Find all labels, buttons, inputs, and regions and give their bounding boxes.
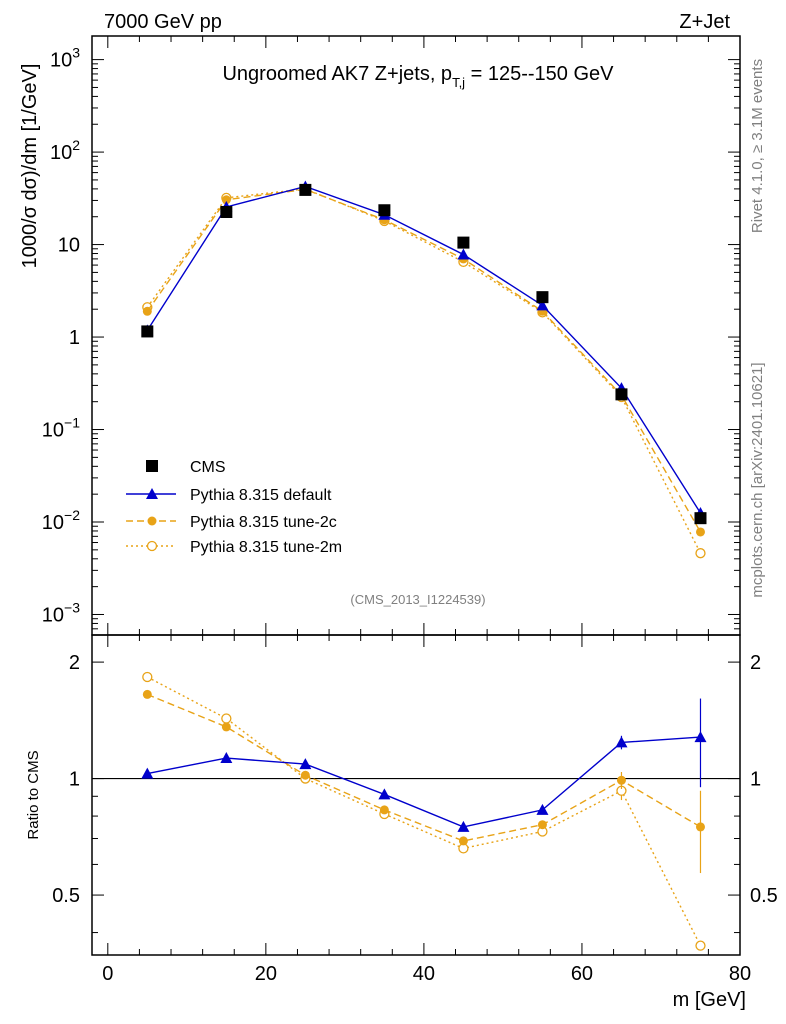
data-point xyxy=(536,291,549,304)
legend-marker xyxy=(146,540,158,552)
legend-marker xyxy=(146,488,158,499)
data-point xyxy=(615,388,628,401)
legend-marker xyxy=(147,516,157,526)
ratio-point xyxy=(142,689,152,699)
y-tick-label: 10−3 xyxy=(42,599,80,626)
ratio-line xyxy=(146,676,702,946)
ratio-point xyxy=(458,836,468,846)
data-point xyxy=(457,236,470,249)
data-point xyxy=(299,183,312,196)
ratio-tick-label: 1 xyxy=(69,769,80,791)
header-left-label: 7000 GeV pp xyxy=(104,11,222,33)
y-tick-label: 10−2 xyxy=(42,507,80,534)
ratio-point xyxy=(221,713,232,724)
ratio-point xyxy=(694,731,707,743)
ratio-tick-label: 2 xyxy=(69,652,80,674)
bottom-panel-frame xyxy=(91,634,741,956)
ratio-line xyxy=(147,693,701,842)
ratio-point xyxy=(221,722,231,732)
ratio-point xyxy=(300,770,310,780)
x-tick-label: 20 xyxy=(255,963,277,985)
legend-entry: CMS xyxy=(146,459,226,476)
legend-entry: Pythia 8.315 tune-2m xyxy=(126,539,342,556)
rivet-version-label: Rivet 4.1.0, ≥ 3.1M events xyxy=(749,59,766,233)
data-point xyxy=(457,248,470,260)
legend-label: Pythia 8.315 default xyxy=(190,487,332,504)
data-point xyxy=(220,205,233,218)
ratio-point xyxy=(695,940,706,951)
x-axis-label: m [GeV] xyxy=(673,989,746,1011)
data-point xyxy=(694,512,707,525)
ratio-tick-label-right: 2 xyxy=(750,652,761,674)
legend-marker xyxy=(146,460,158,472)
ratio-point xyxy=(220,752,233,764)
x-tick-label: 80 xyxy=(729,963,751,985)
x-tick-label: 0 xyxy=(102,963,113,985)
series-line xyxy=(146,188,702,533)
ratio-point xyxy=(378,788,391,800)
ratio-point xyxy=(616,775,626,785)
data-point xyxy=(695,548,706,559)
ratio-point xyxy=(142,671,153,683)
y-tick-label: 1 xyxy=(69,327,80,349)
ratio-point xyxy=(141,767,154,779)
mcplots-label: mcplots.cern.ch [arXiv:2401.10621] xyxy=(749,362,766,597)
y-axis-label-top: 1000/σ dσ)/dm [1/GeV] xyxy=(19,64,41,269)
y-tick-label: 102 xyxy=(50,137,80,164)
data-point xyxy=(695,527,705,537)
ratio-point xyxy=(615,736,628,748)
ratio-line xyxy=(147,736,701,828)
x-tick-label: 60 xyxy=(571,963,593,985)
ratio-tick-label-right: 0.5 xyxy=(750,885,778,907)
series-line xyxy=(146,185,702,514)
ratio-point xyxy=(695,822,705,832)
series-pythia-8-315-tune-2m xyxy=(142,183,706,951)
ratio-point xyxy=(299,758,312,770)
ratio-point xyxy=(537,820,547,830)
legend-entry: Pythia 8.315 default xyxy=(126,487,332,504)
legend-label: Pythia 8.315 tune-2c xyxy=(190,514,337,531)
series-pythia-8-315-default xyxy=(141,180,707,832)
plot-title-subscript: T,j xyxy=(452,75,465,90)
data-point xyxy=(378,204,391,217)
data-point xyxy=(142,306,152,316)
ratio-tick-label: 0.5 xyxy=(52,885,80,907)
x-tick-label: 40 xyxy=(413,963,435,985)
ratio-point xyxy=(379,805,389,815)
data-point xyxy=(221,195,231,205)
plot-title: Ungroomed AK7 Z+jets, pT,j = 125--150 Ge… xyxy=(222,63,614,90)
legend-entry: Pythia 8.315 tune-2c xyxy=(126,514,337,531)
series-pythia-8-315-tune-2c xyxy=(142,184,705,874)
legend: CMS Pythia 8.315 default Pythia 8.315 tune… xyxy=(126,459,342,556)
ratio-point xyxy=(536,803,549,815)
ratio-tick-label-right: 1 xyxy=(750,769,761,791)
data-layer xyxy=(141,180,707,951)
header-right-label: Z+Jet xyxy=(679,11,730,33)
legend-label: CMS xyxy=(190,459,226,476)
ratio-point xyxy=(457,820,470,832)
analysis-tag: (CMS_2013_I1224539) xyxy=(350,592,485,607)
y-tick-label: 10 xyxy=(58,235,80,257)
data-point xyxy=(536,299,549,311)
y-axis-label-bottom: Ratio to CMS xyxy=(25,750,42,839)
y-tick-label: 103 xyxy=(50,45,80,72)
legend-label: Pythia 8.315 tune-2m xyxy=(190,539,342,556)
series-cms xyxy=(141,183,707,525)
data-point xyxy=(141,325,154,338)
y-tick-label: 10−1 xyxy=(42,415,80,442)
